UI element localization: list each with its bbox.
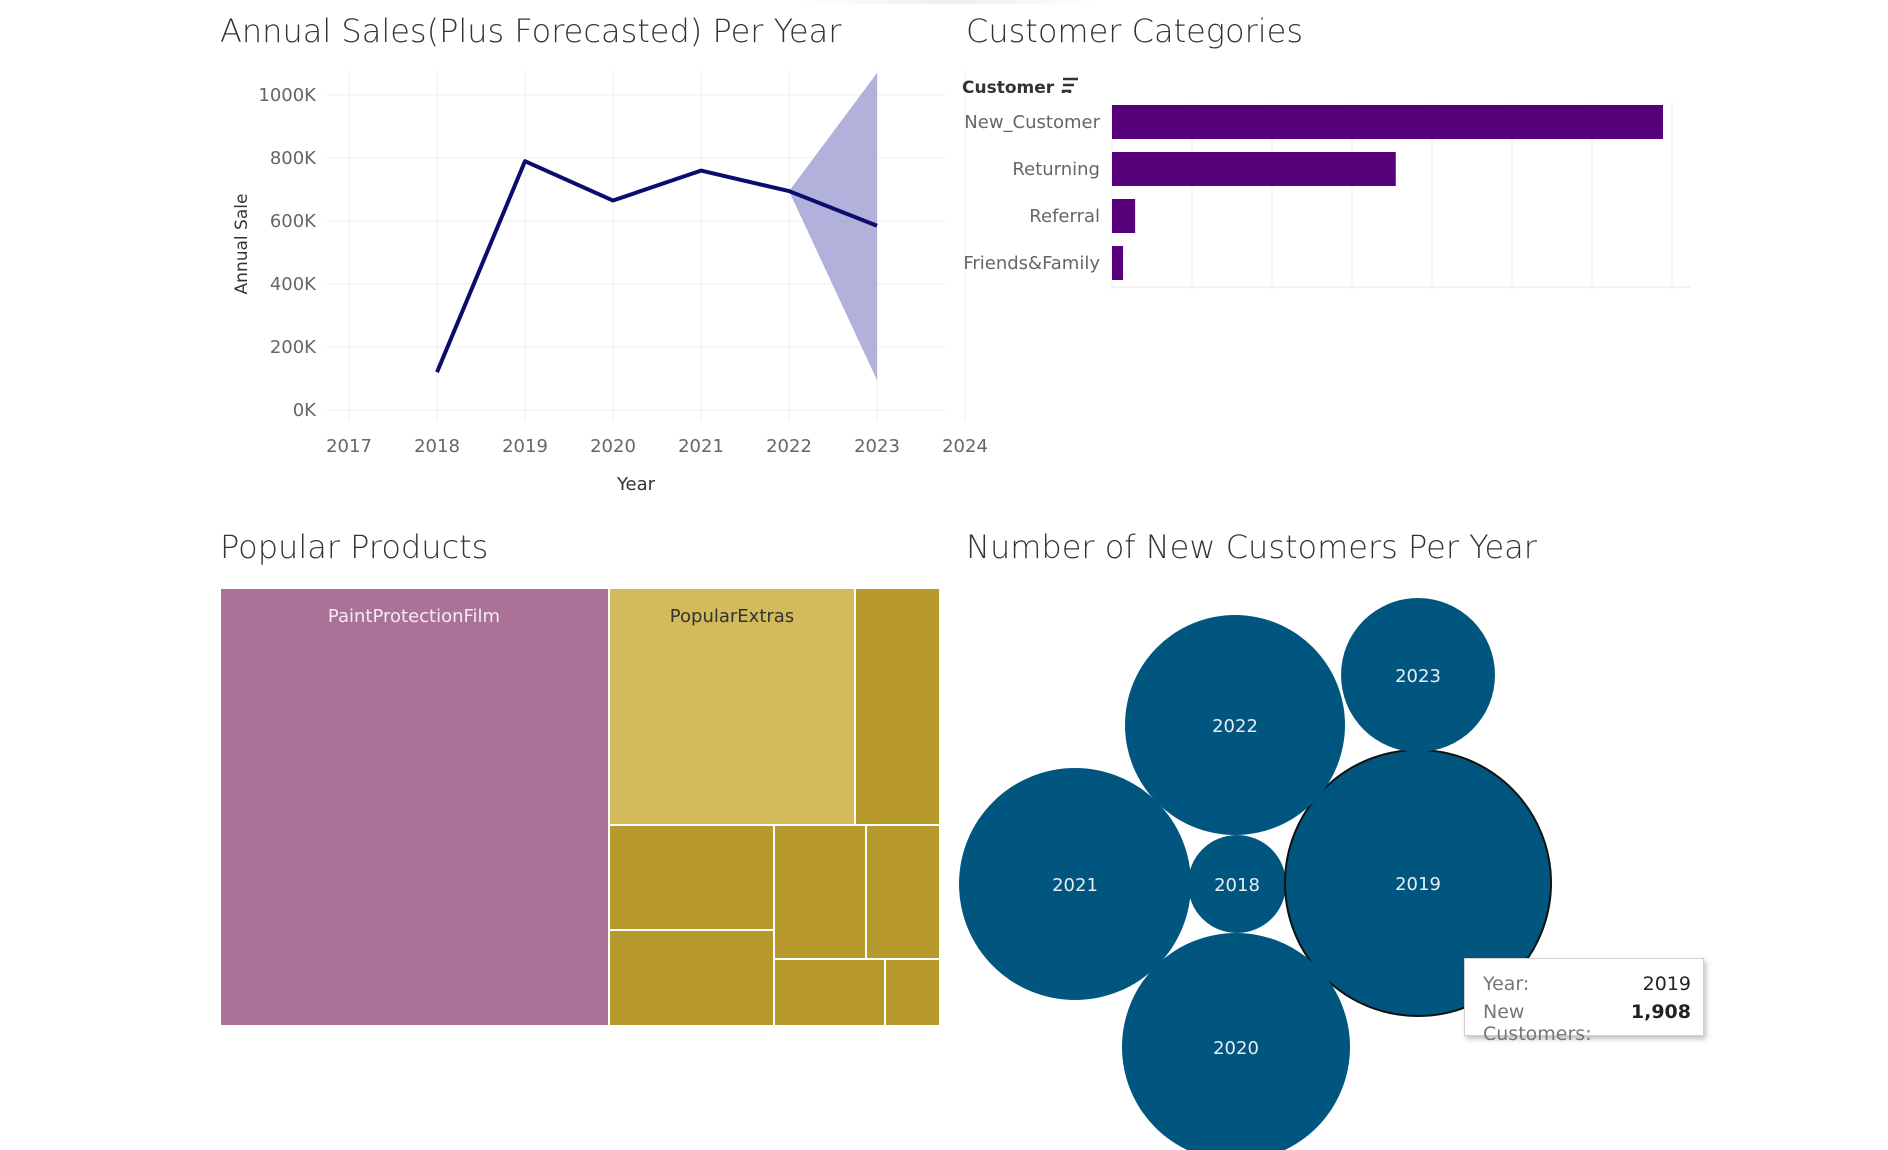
sales-y-tick-label: 1000K — [258, 85, 317, 106]
category-label: Returning — [1012, 159, 1100, 180]
tooltip-customers-label: New Customers: — [1483, 1001, 1592, 1045]
sales-x-tick-label: 2022 — [766, 436, 812, 457]
category-header: Customer .. — [962, 78, 1073, 98]
sales-chart-title: Annual Sales(Plus Forecasted) Per Year — [220, 12, 842, 50]
category-bar — [1112, 246, 1124, 280]
bubble-label-2018: 2018 — [1214, 875, 1260, 896]
sales-y-tick-label: 800K — [270, 148, 317, 169]
category-bar — [1112, 105, 1663, 139]
treemap-tile — [608, 929, 775, 1027]
bubble-label-2021: 2021 — [1052, 875, 1098, 896]
tooltip-year-label: Year: — [1483, 973, 1530, 995]
treemap-tile — [773, 824, 867, 960]
bubble-2018 — [1188, 835, 1286, 933]
bubble-2021 — [959, 768, 1191, 1000]
category-label: Referral — [1029, 206, 1100, 227]
bubble-tooltip: Year: 2019 New Customers: 1,908 — [1464, 958, 1704, 1045]
sales-x-tick-label: 2019 — [502, 436, 548, 457]
top-edge-fade — [800, 0, 1100, 4]
treemap-label-paint-protection-film: PaintProtectionFilm — [328, 606, 500, 627]
tooltip-year-value: 2019 — [1642, 973, 1691, 995]
bubble-label-2023: 2023 — [1395, 666, 1441, 687]
bubble-label-2022: 2022 — [1212, 716, 1258, 737]
bubble-2020 — [1122, 933, 1350, 1150]
treemap-tile — [854, 587, 941, 826]
sort-icon — [1063, 77, 1078, 93]
bubble-2023 — [1341, 598, 1495, 752]
treemap-label-popular-extras: PopularExtras — [670, 606, 794, 627]
sales-x-axis-title: Year — [616, 474, 656, 495]
treemap-tile — [884, 958, 941, 1027]
sales-forecast-band — [789, 72, 877, 381]
treemap-tile — [773, 958, 886, 1027]
treemap-tile — [608, 824, 775, 931]
sales-y-tick-label: 400K — [270, 274, 317, 295]
treemap-tile-paint-protection-film — [219, 587, 610, 1027]
sales-y-tick-label: 200K — [270, 337, 317, 358]
popular-products-treemap[interactable]: PaintProtectionFilm PopularExtras — [219, 587, 941, 1027]
sales-y-tick-label: 0K — [293, 400, 317, 421]
sales-x-tick-label: 2018 — [414, 436, 460, 457]
tooltip-customers-value: 1,908 — [1630, 1001, 1691, 1023]
new-customers-chart-title: Number of New Customers Per Year — [966, 528, 1537, 566]
customer-categories-bar-chart[interactable]: Customer .. New_Customer Returning Referral… — [962, 77, 1690, 292]
category-bar — [1112, 199, 1136, 233]
sales-line-chart[interactable]: 2017 2018 2019 2020 2021 2022 2023 2024 0K 200K 40… — [232, 70, 988, 495]
sales-series-line — [435, 159, 878, 373]
products-chart-title: Popular Products — [220, 528, 489, 566]
sales-x-tick-label: 2020 — [590, 436, 636, 457]
sales-x-tick-label: 2023 — [854, 436, 900, 457]
bubble-label-2019: 2019 — [1395, 874, 1441, 895]
category-label: New_Customer — [964, 112, 1100, 133]
bubble-2022 — [1125, 615, 1345, 835]
treemap-tile — [865, 824, 941, 960]
categories-chart-title: Customer Categories — [966, 12, 1303, 50]
sales-x-tick-label: 2024 — [942, 436, 988, 457]
sales-y-axis-title: Annual Sale — [232, 194, 252, 295]
new-customers-bubble-chart[interactable]: 2018 2019 2020 2021 2022 2023 — [959, 598, 1552, 1150]
category-label: Friends&Family — [963, 253, 1100, 274]
sales-x-tick-label: 2021 — [678, 436, 724, 457]
treemap-tile-popular-extras — [608, 587, 856, 826]
sales-x-tick-label: 2017 — [326, 436, 372, 457]
bubble-label-2020: 2020 — [1213, 1038, 1259, 1059]
category-bar — [1112, 152, 1396, 186]
sales-y-tick-label: 600K — [270, 211, 317, 232]
